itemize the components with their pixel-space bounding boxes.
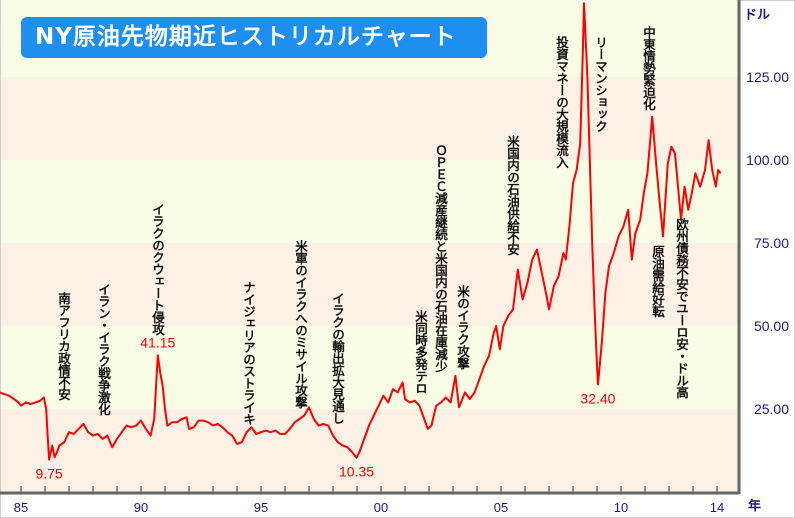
annotation-us-missile-attack: 米軍のイラクへのミサイル攻撃 xyxy=(293,240,308,408)
x-axis-unit: 年 xyxy=(748,499,762,514)
annotation-south-africa: 南アフリカ政情不安 xyxy=(56,292,71,400)
annotation-opec-cut: ＯＰＥＣ減産継続と米国内の石油在庫減少 xyxy=(433,144,448,372)
background-band xyxy=(1,160,739,243)
y-tick-label: 125.00 xyxy=(746,69,789,85)
value-label: 10.35 xyxy=(339,464,374,480)
x-tick-label: 90 xyxy=(134,500,148,515)
annotation-euro-debt: 欧州債務不安でユーロ安・ドル高 xyxy=(674,218,689,398)
y-axis-unit: ドル xyxy=(744,8,771,23)
y-tick-label: 50.00 xyxy=(754,318,789,334)
y-tick-label: 100.00 xyxy=(746,152,789,168)
annotation-9-11: 米同時多発テロ xyxy=(413,310,428,394)
chart-title: NY原油先物期近ヒストリカルチャート xyxy=(21,17,487,58)
annotation-iraq-export: イラクの輸出拡大見通し xyxy=(330,292,345,424)
annotation-investment-inflow: 投資マネーの大規模流入 xyxy=(554,36,569,168)
annotation-iraq-war: 米のイラク攻撃 xyxy=(455,285,470,369)
background-band xyxy=(1,77,739,160)
value-label: 41.15 xyxy=(140,334,175,350)
annotation-us-supply: 米国内の石油供給不安 xyxy=(505,135,520,255)
annotation-nigeria-strike: ナイジェリアのストライキ xyxy=(241,281,256,425)
x-tick-label: 95 xyxy=(254,500,268,515)
annotation-supply-demand: 原油需給好転 xyxy=(650,245,665,317)
x-tick-label: 85 xyxy=(14,500,28,515)
x-tick-label: 10 xyxy=(614,500,628,515)
y-tick-label: 75.00 xyxy=(754,235,789,251)
annotation-kuwait-invasion: イラクのクウェート侵攻 xyxy=(150,203,165,335)
y-tick-label: 25.00 xyxy=(754,401,789,417)
value-label: 9.75 xyxy=(35,466,62,482)
annotation-lehman-shock: リーマンショック xyxy=(593,36,608,132)
background-band xyxy=(1,326,739,409)
value-label: 32.40 xyxy=(580,390,615,406)
annotation-iran-iraq-war: イラン・イラク戦争激化 xyxy=(96,283,111,415)
x-tick-label: 14 xyxy=(710,500,724,515)
annotation-middle-east: 中東情勢緊迫化 xyxy=(641,26,656,110)
price-line xyxy=(0,2,722,461)
background-band xyxy=(1,243,739,326)
x-tick-label: 05 xyxy=(494,500,508,515)
x-tick-label: 00 xyxy=(374,500,388,515)
